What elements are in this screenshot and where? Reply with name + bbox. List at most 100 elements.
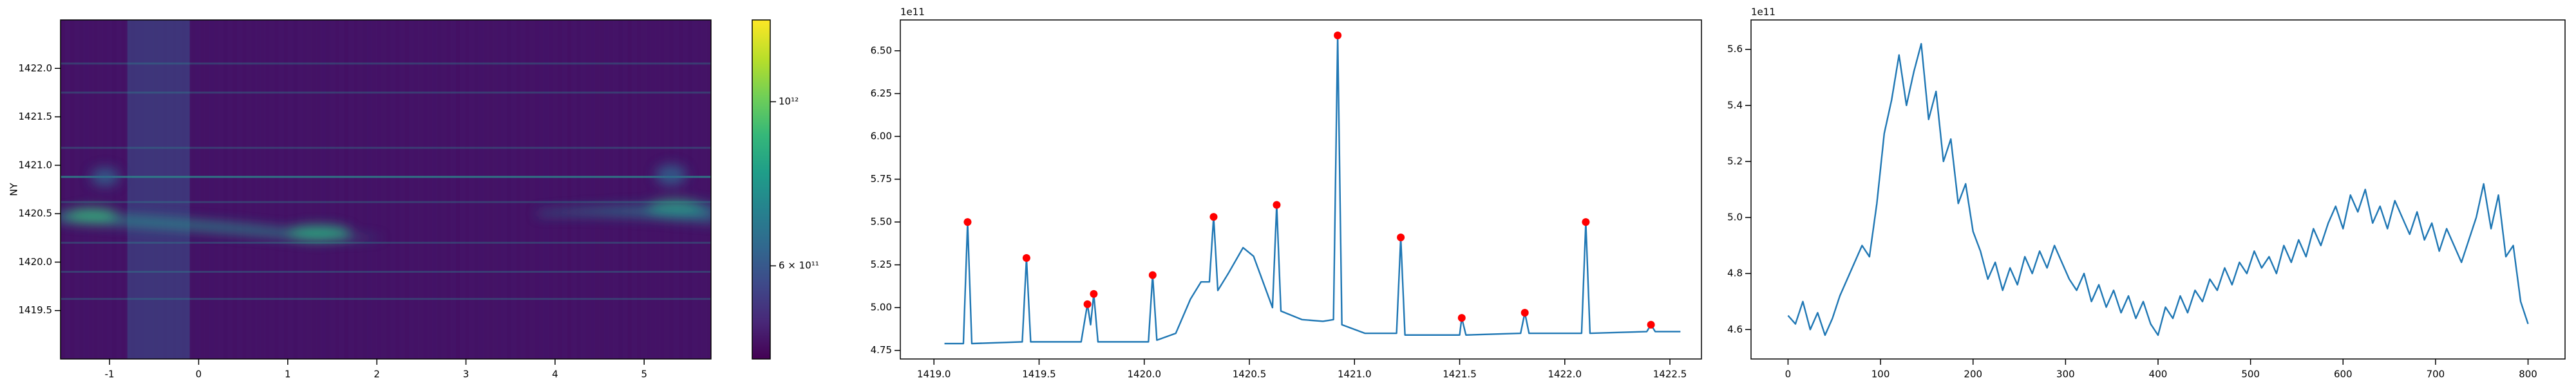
heatmap-column — [460, 20, 466, 359]
heatmap-column — [204, 20, 210, 359]
peak-marker — [1582, 218, 1590, 226]
y-tick-label: 5.00 — [871, 302, 892, 313]
heatmap-column — [529, 20, 535, 359]
heatmap-column — [353, 20, 359, 359]
x-tick-label: 800 — [2519, 369, 2537, 380]
heatmap-row — [61, 241, 711, 244]
heatmap-column — [302, 20, 307, 359]
heatmap-column — [437, 20, 442, 359]
axes-frame — [1750, 19, 2566, 360]
heatmap-column — [516, 20, 521, 359]
x-tick-label: 700 — [2427, 369, 2445, 380]
peak-marker — [1209, 213, 1218, 221]
y-tick-label: 5.75 — [871, 173, 892, 185]
heatmap-column — [418, 20, 424, 359]
heatmap-column — [581, 20, 586, 359]
heatmap-column — [632, 20, 638, 359]
heatmap-column — [372, 20, 377, 359]
heatmap-row — [61, 298, 711, 300]
heatmap-row — [61, 147, 711, 149]
heatmap-column — [422, 20, 428, 359]
heatmap-column — [534, 20, 540, 359]
heatmap-column — [74, 20, 80, 359]
heatmap-blob — [91, 167, 120, 186]
x-tick-label: 400 — [2149, 369, 2168, 380]
heatmap-column — [441, 20, 447, 359]
heatmap-streak — [537, 204, 711, 223]
heatmap-column — [227, 20, 233, 359]
heatmap-column — [427, 20, 433, 359]
heatmap-row — [61, 270, 711, 273]
y-tick-label: 6.50 — [871, 44, 892, 56]
colorbar-tick-label: 10¹² — [779, 96, 799, 107]
y-tick-label: 5.50 — [871, 216, 892, 228]
heatmap-column — [678, 20, 684, 359]
heatmap-column — [93, 20, 99, 359]
heatmap-column — [511, 20, 516, 359]
peak-marker — [1083, 300, 1092, 308]
heatmap-column — [544, 20, 549, 359]
x-tick-label: 1422.5 — [1653, 369, 1687, 380]
heatmap-column — [506, 20, 512, 359]
heatmap-column — [242, 20, 247, 359]
y-tick-label: 1422.0 — [19, 62, 53, 74]
heatmap-column — [97, 20, 103, 359]
heatmap-column — [279, 20, 284, 359]
heatmap-column — [70, 20, 75, 359]
heatmap-column — [627, 20, 632, 359]
heatmap-column — [348, 20, 354, 359]
x-tick-label: 0 — [1785, 369, 1792, 380]
heatmap-column — [571, 20, 577, 359]
heatmap-column — [107, 20, 112, 359]
heatmap-column — [357, 20, 363, 359]
heatmap-column — [321, 20, 326, 359]
heatmap-column — [553, 20, 558, 359]
heatmap-column — [488, 20, 493, 359]
y-tick-label: 1421.5 — [19, 111, 53, 122]
heatmap-column — [706, 20, 711, 359]
heatmap-column — [288, 20, 294, 359]
heatmap-column — [567, 20, 573, 359]
heatmap-column — [218, 20, 223, 359]
heatmap-column — [622, 20, 628, 359]
x-tick-label: 300 — [2056, 369, 2075, 380]
y-tick-label: 4.75 — [871, 344, 892, 356]
heatmap-row — [61, 176, 711, 178]
heatmap-column — [111, 20, 117, 359]
line — [1787, 42, 2529, 336]
x-tick-label: 1 — [285, 369, 291, 380]
heatmap-features — [61, 164, 711, 241]
heatmap-column — [636, 20, 642, 359]
peak-marker — [1457, 314, 1466, 322]
heatmap-column — [409, 20, 414, 359]
heatmap-column — [395, 20, 401, 359]
x-tick-label: 5 — [641, 369, 647, 380]
heatmap-column — [334, 20, 340, 359]
heatmap-column — [594, 20, 600, 359]
heatmap-column — [195, 20, 200, 359]
heatmap-column — [214, 20, 219, 359]
heatmap-column — [446, 20, 451, 359]
heatmap-column — [269, 20, 275, 359]
heatmap-column — [497, 20, 502, 359]
x-tick-label: 3 — [463, 369, 469, 380]
heatmap-column — [455, 20, 460, 359]
heatmap-column — [618, 20, 623, 359]
heatmap-column — [641, 20, 647, 359]
colorbar — [752, 19, 771, 360]
heatmap-column — [344, 20, 349, 359]
heatmap-column — [650, 20, 656, 359]
y-tick-label: 1420.5 — [19, 208, 53, 219]
peak-marker — [1647, 320, 1655, 329]
heatmap-column — [576, 20, 582, 359]
heatmap-column — [492, 20, 498, 359]
heatmap-column — [316, 20, 321, 359]
x-tick-label: 2 — [374, 369, 380, 380]
heatmap-column — [432, 20, 437, 359]
heatmap-column — [232, 20, 238, 359]
peak-marker — [1148, 271, 1157, 279]
heatmap-column — [548, 20, 554, 359]
heatmap-column — [292, 20, 298, 359]
heatmap-band — [127, 20, 190, 359]
